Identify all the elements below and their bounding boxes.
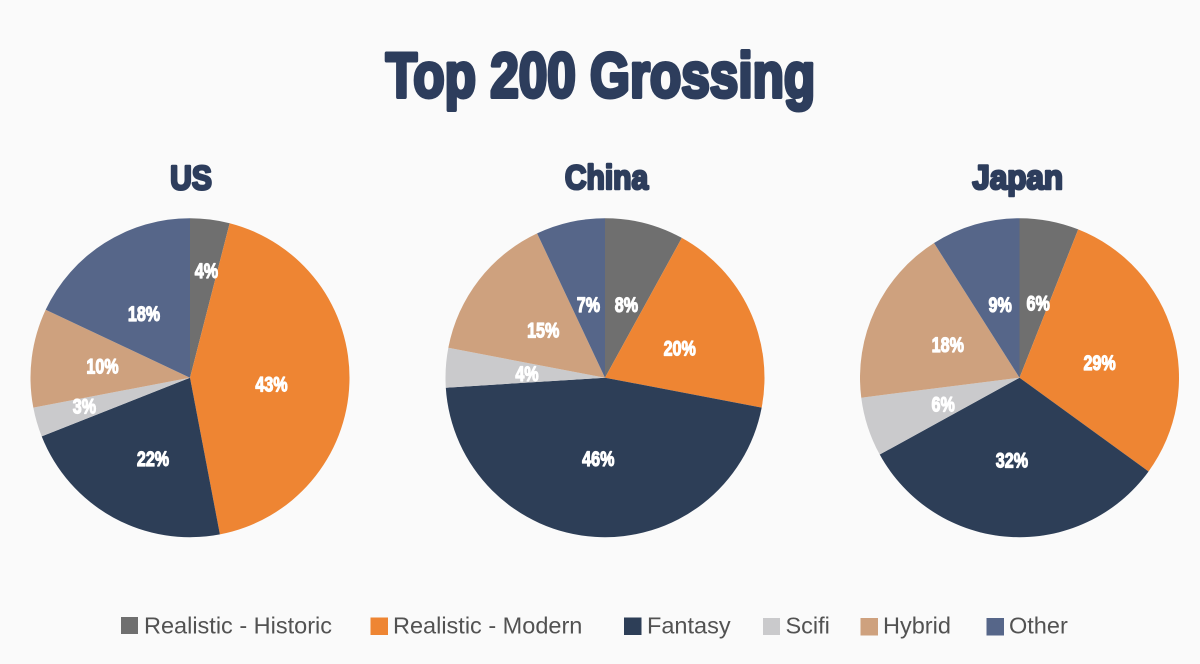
svg-text:43%: 43% <box>255 374 287 398</box>
svg-text:6%: 6% <box>932 393 955 417</box>
svg-text:Hybrid: Hybrid <box>883 613 951 639</box>
svg-text:Top 200 Grossing: Top 200 Grossing <box>386 41 816 111</box>
svg-text:18%: 18% <box>128 303 160 327</box>
svg-text:32%: 32% <box>996 449 1028 473</box>
svg-text:3%: 3% <box>73 395 96 419</box>
svg-text:18%: 18% <box>932 334 964 358</box>
svg-text:Other: Other <box>1009 613 1068 639</box>
svg-text:Scifi: Scifi <box>786 613 830 639</box>
svg-text:Japan: Japan <box>972 158 1063 197</box>
svg-text:10%: 10% <box>86 355 118 379</box>
svg-text:9%: 9% <box>989 294 1012 318</box>
svg-text:29%: 29% <box>1083 352 1115 376</box>
svg-text:6%: 6% <box>1027 292 1050 316</box>
svg-text:46%: 46% <box>582 448 614 472</box>
svg-text:4%: 4% <box>195 260 218 284</box>
svg-text:Fantasy: Fantasy <box>647 613 731 639</box>
svg-text:20%: 20% <box>664 337 696 361</box>
svg-text:China: China <box>565 158 649 196</box>
svg-text:Realistic - Historic: Realistic - Historic <box>144 613 332 639</box>
svg-text:8%: 8% <box>615 294 638 318</box>
svg-text:US: US <box>170 159 212 197</box>
svg-text:4%: 4% <box>515 363 538 387</box>
svg-text:Realistic - Modern: Realistic - Modern <box>393 613 582 639</box>
svg-text:7%: 7% <box>577 294 600 318</box>
svg-text:15%: 15% <box>527 319 559 343</box>
svg-text:22%: 22% <box>137 448 169 472</box>
